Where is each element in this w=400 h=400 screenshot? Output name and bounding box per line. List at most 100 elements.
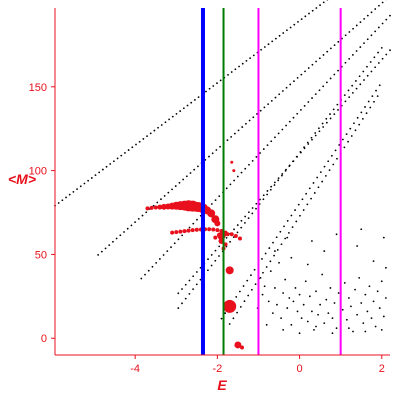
data-point [229,240,232,243]
data-point [300,18,303,21]
data-point [153,129,156,132]
data-point [248,119,251,122]
x-tick-label: -4 [130,363,140,375]
data-point [218,195,221,198]
data-point [90,177,93,179]
data-point [269,260,272,263]
data-point [246,279,249,282]
data-point [315,7,318,9]
data-point [285,86,288,89]
data-point [242,285,245,287]
highlight-point [190,228,195,233]
data-point [288,165,291,168]
data-point [250,274,252,277]
data-point [272,241,274,244]
data-point [326,50,329,53]
data-point [295,220,298,223]
data-point [336,157,338,160]
data-point [166,250,169,252]
data-point [367,100,370,103]
data-point [327,160,330,163]
data-point [181,234,184,237]
data-point [247,211,250,214]
data-point [354,80,357,82]
data-point [302,209,305,211]
data-point [341,308,344,311]
data-point [188,292,191,295]
data-point [366,310,369,313]
data-point [244,167,247,170]
y-tick-label: 0 [41,333,47,345]
data-point [131,146,134,149]
data-point [378,4,380,7]
data-point [276,249,279,251]
data-point [327,312,330,314]
data-point [205,90,207,93]
data-point [355,24,358,27]
data-point [311,97,313,99]
data-point [267,300,270,303]
data-point [79,185,82,188]
data-point [220,317,223,320]
data-point [356,116,359,119]
data-point [380,46,383,49]
data-point [108,244,111,246]
data-point [306,263,309,266]
data-point [173,242,176,245]
data-point [281,90,284,92]
data-point [363,79,365,81]
data-point [355,87,358,90]
data-point [104,247,107,250]
data-point [385,18,388,21]
data-point [345,318,348,321]
highlight-point [229,232,234,237]
data-point [219,145,221,148]
data-point [250,288,253,291]
axes [54,8,390,356]
data-point [335,327,338,330]
data-point [160,198,162,201]
data-point [376,95,379,98]
highlight-point [211,227,216,232]
data-point [164,121,167,124]
data-point [286,236,289,239]
data-point [311,310,313,313]
data-point [97,254,100,256]
data-point [211,152,214,155]
data-point [65,196,67,199]
data-point [312,182,315,184]
data-point [178,181,181,184]
data-point [263,285,266,288]
data-point [361,118,364,120]
data-point [270,99,273,102]
data-point [230,136,233,138]
highlight-point [225,232,230,237]
data-point [296,112,299,115]
data-point [277,132,280,135]
data-point [216,82,218,85]
data-point [355,50,358,52]
data-point [378,307,381,309]
highlight-point [174,230,179,235]
data-point [344,61,347,64]
data-point [389,14,391,17]
data-point [370,317,373,320]
data-point [282,328,285,331]
data-point [314,134,317,137]
data-point [269,270,272,273]
data-point [193,168,196,171]
data-point [374,8,377,10]
data-point [374,66,377,69]
data-point [273,181,276,184]
data-point [109,163,112,165]
data-point [289,83,292,86]
data-point [72,190,75,193]
data-point [274,37,277,40]
data-point [359,46,362,48]
data-point [265,266,268,268]
data-point [310,136,313,139]
highlight-point [240,345,245,350]
data-point [286,220,289,222]
data-point [247,294,250,297]
data-point [255,202,258,205]
